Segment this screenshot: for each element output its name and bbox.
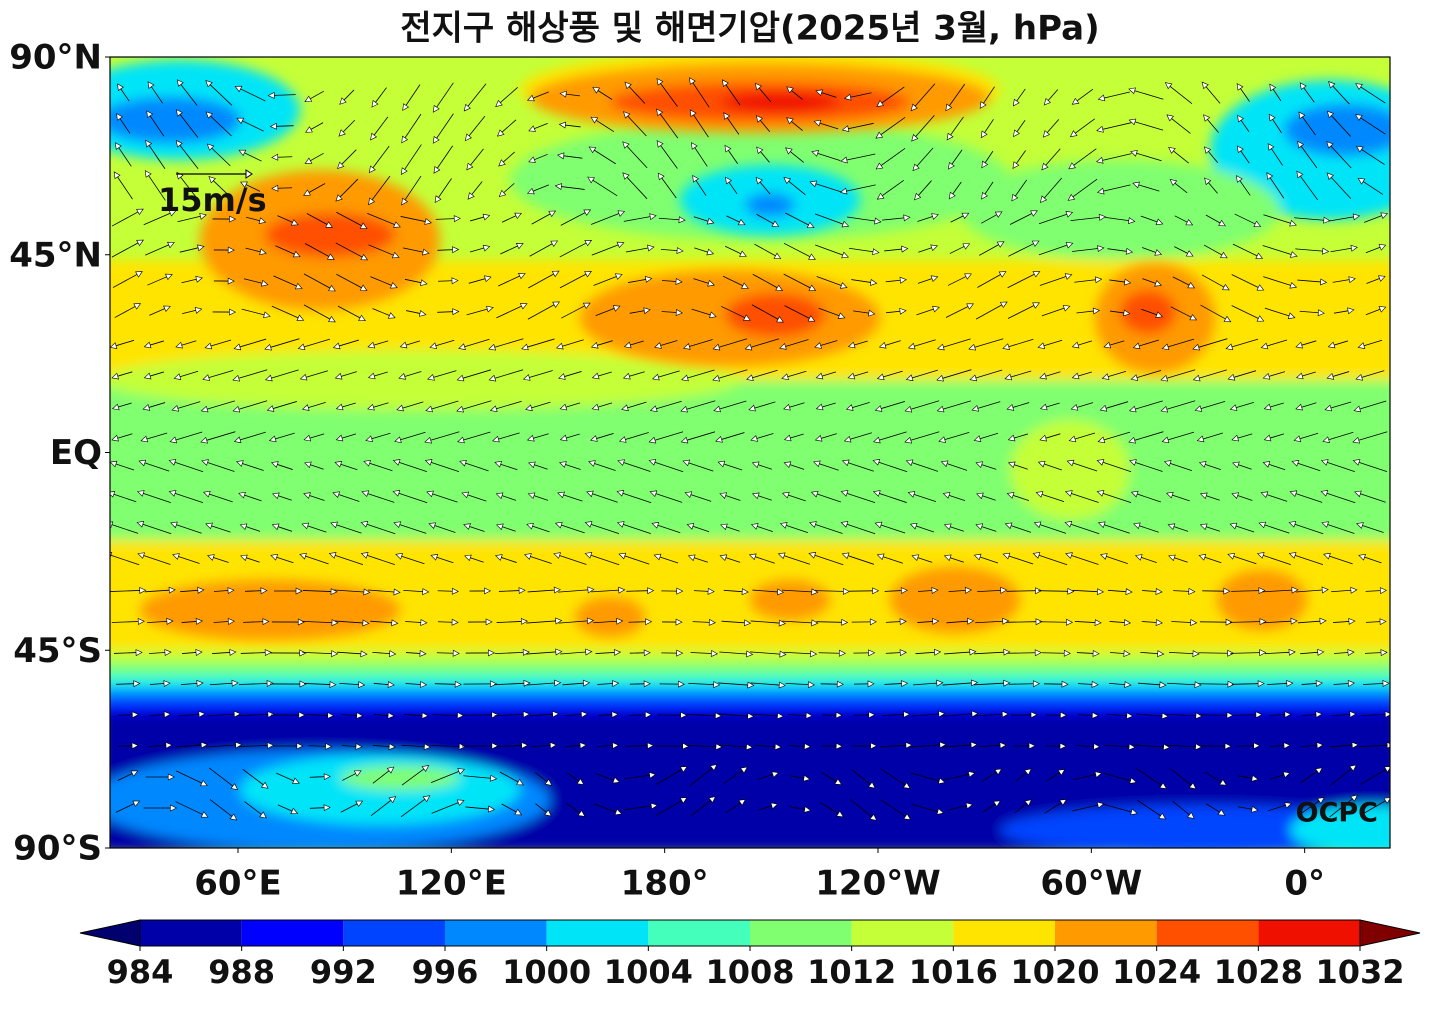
colorbar-segment bbox=[648, 920, 750, 946]
wind-arrow bbox=[118, 715, 133, 716]
wind-arrow bbox=[437, 653, 453, 654]
wind-arrow bbox=[278, 188, 292, 189]
wind-arrow bbox=[1040, 622, 1067, 623]
colorbar-tick-label: 1016 bbox=[909, 953, 998, 991]
colorbar-tick-label: 1028 bbox=[1214, 953, 1303, 991]
title: 전지구 해상풍 및 해면기압(2025년 3월, hPa) bbox=[400, 9, 1099, 49]
x-tick-label: 180° bbox=[621, 864, 709, 904]
colorbar-segment bbox=[1157, 920, 1259, 946]
colorbar-tick-label: 1012 bbox=[807, 953, 896, 991]
x-tick-label: 60°W bbox=[1040, 864, 1142, 904]
colorbar-segment bbox=[547, 920, 649, 946]
colorbar-segment bbox=[852, 920, 954, 946]
colorbar-segment bbox=[750, 920, 852, 946]
y-tick-label: 45°S bbox=[13, 631, 102, 671]
colorbar-segment bbox=[445, 920, 547, 946]
x-tick-label: 120°W bbox=[815, 864, 940, 904]
colorbar-segment bbox=[242, 920, 344, 946]
colorbar-tick-label: 1000 bbox=[502, 953, 591, 991]
wind-arrow bbox=[1234, 715, 1256, 716]
colorbar-segment bbox=[953, 920, 1055, 946]
colorbar-tick-label: 992 bbox=[310, 953, 377, 991]
y-tick-label: EQ bbox=[50, 433, 102, 473]
colorbar-tick-label: 996 bbox=[412, 953, 479, 991]
colorbar-tick-label: 1008 bbox=[705, 953, 794, 991]
colorbar-segment bbox=[140, 920, 242, 946]
colorbar-tick-label: 1024 bbox=[1112, 953, 1201, 991]
wind-arrow bbox=[118, 746, 132, 747]
colorbar-tick-label: 1032 bbox=[1315, 953, 1404, 991]
colorbar-tick-label: 1004 bbox=[604, 953, 693, 991]
colorbar-segment bbox=[343, 920, 445, 946]
wind-arrow bbox=[1007, 653, 1035, 654]
x-tick-label: 60°E bbox=[194, 864, 282, 904]
pressure-field bbox=[60, 50, 1432, 855]
colorbar-segment bbox=[1258, 920, 1360, 946]
wind-arrow bbox=[819, 653, 840, 654]
x-tick-label: 0° bbox=[1284, 864, 1325, 904]
wind-arrow bbox=[278, 157, 292, 158]
watermark: OCPC bbox=[1296, 798, 1378, 829]
y-tick-label: 90°S bbox=[13, 829, 102, 869]
scale-label: 15m/s bbox=[158, 181, 267, 219]
colorbar-tick-label: 984 bbox=[107, 953, 174, 991]
x-tick-label: 120°E bbox=[396, 864, 507, 904]
y-tick-label: 45°N bbox=[9, 235, 102, 275]
colorbar-tick-label: 988 bbox=[208, 953, 275, 991]
y-tick-label: 90°N bbox=[9, 38, 102, 78]
colorbar-over bbox=[1360, 920, 1420, 946]
colorbar-segment bbox=[1055, 920, 1157, 946]
colorbar-under bbox=[80, 920, 140, 946]
colorbar-tick-label: 1020 bbox=[1010, 953, 1099, 991]
